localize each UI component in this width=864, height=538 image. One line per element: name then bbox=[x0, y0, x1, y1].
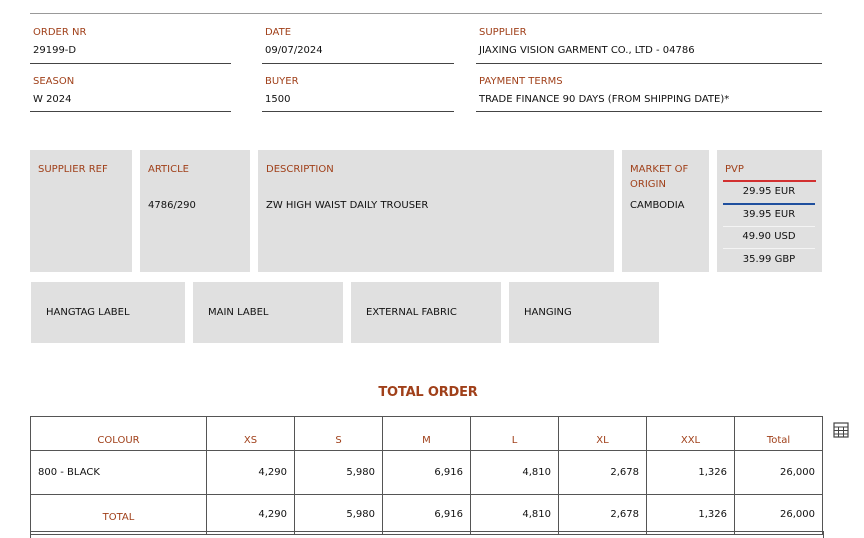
total-order-table: COLOUR XS S M L XL XXL Total 800 - BLACK… bbox=[30, 416, 823, 535]
row-xs-cell: 4,290 bbox=[206, 450, 295, 495]
total-m-cell: 6,916 bbox=[382, 494, 471, 535]
payment-terms-field: PAYMENT TERMS TRADE FINANCE 90 DAYS (FRO… bbox=[476, 62, 822, 112]
hanging-text: HANGING bbox=[524, 307, 572, 318]
season-value: W 2024 bbox=[33, 94, 72, 105]
description-box: DESCRIPTION ZW HIGH WAIST DAILY TROUSER bbox=[258, 150, 614, 272]
column-header-xxl: XXL bbox=[646, 416, 735, 451]
pvp-price-usd: 49.90 USD bbox=[723, 226, 815, 249]
row-m-cell: 6,916 bbox=[382, 450, 471, 495]
column-header-xs: XS bbox=[206, 416, 295, 451]
row-s-cell: 5,980 bbox=[294, 450, 383, 495]
pvp-price-gbp: 35.99 GBP bbox=[742, 254, 796, 265]
total-xl-cell: 2,678 bbox=[558, 494, 647, 535]
column-header-s: S bbox=[294, 416, 383, 451]
row-colour-cell: 800 - BLACK bbox=[30, 450, 207, 495]
date-value: 09/07/2024 bbox=[265, 45, 323, 56]
column-header-total: Total bbox=[734, 416, 823, 451]
table-row: 800 - BLACK 4,290 5,980 6,916 4,810 2,67… bbox=[30, 450, 823, 495]
article-box: ARTICLE 4786/290 bbox=[140, 150, 250, 272]
date-label: DATE bbox=[265, 27, 292, 38]
description-value: ZW HIGH WAIST DAILY TROUSER bbox=[266, 200, 429, 211]
order-nr-field: ORDER NR 29199-D bbox=[30, 13, 231, 64]
order-nr-label: ORDER NR bbox=[33, 27, 87, 38]
order-nr-value: 29199-D bbox=[33, 45, 77, 56]
payment-terms-label: PAYMENT TERMS bbox=[479, 76, 563, 87]
total-row: TOTAL 4,290 5,980 6,916 4,810 2,678 1,32… bbox=[30, 494, 823, 535]
payment-terms-value: TRADE FINANCE 90 DAYS (FROM SHIPPING DAT… bbox=[479, 94, 730, 105]
article-label: ARTICLE bbox=[148, 164, 189, 175]
season-label: SEASON bbox=[33, 76, 75, 87]
hangtag-label-text: HANGTAG LABEL bbox=[46, 307, 130, 318]
grid-table-icon[interactable] bbox=[832, 421, 850, 439]
column-header-colour: COLOUR bbox=[30, 416, 207, 451]
total-s-cell: 5,980 bbox=[294, 494, 383, 535]
description-label: DESCRIPTION bbox=[266, 164, 334, 175]
total-sum-cell: 26,000 bbox=[734, 494, 823, 535]
supplier-label: SUPPLIER bbox=[479, 27, 527, 38]
article-value: 4786/290 bbox=[148, 200, 196, 211]
supplier-ref-box: SUPPLIER REF bbox=[30, 150, 132, 272]
total-row-label: TOTAL bbox=[30, 494, 207, 535]
market-of-origin-value: CAMBODIA bbox=[630, 200, 685, 211]
main-label-text: MAIN LABEL bbox=[208, 307, 269, 318]
top-rule bbox=[30, 13, 822, 14]
row-total-cell: 26,000 bbox=[734, 450, 823, 495]
external-fabric-text: EXTERNAL FABRIC bbox=[366, 307, 457, 318]
total-l-cell: 4,810 bbox=[470, 494, 559, 535]
total-order-title: TOTAL ORDER bbox=[378, 385, 478, 400]
row-xl-cell: 2,678 bbox=[558, 450, 647, 495]
season-field: SEASON W 2024 bbox=[30, 62, 231, 112]
pvp-label: PVP bbox=[725, 164, 744, 175]
pvp-price-eur-2: 39.95 EUR bbox=[723, 204, 815, 227]
row-l-cell: 4,810 bbox=[470, 450, 559, 495]
row-xxl-cell: 1,326 bbox=[646, 450, 735, 495]
market-of-origin-label: MARKET OF ORIGIN bbox=[630, 164, 689, 190]
column-header-m: M bbox=[382, 416, 471, 451]
total-xs-cell: 4,290 bbox=[206, 494, 295, 535]
pvp-red-rule bbox=[723, 180, 816, 182]
supplier-field: SUPPLIER JIAXING VISION GARMENT CO., LTD… bbox=[476, 13, 822, 64]
supplier-value: JIAXING VISION GARMENT CO., LTD - 04786 bbox=[479, 45, 695, 56]
buyer-field: BUYER 1500 bbox=[262, 62, 454, 112]
main-label-chip: MAIN LABEL bbox=[193, 282, 343, 343]
buyer-value: 1500 bbox=[265, 94, 291, 105]
hangtag-label-chip: HANGTAG LABEL bbox=[31, 282, 185, 343]
buyer-label: BUYER bbox=[265, 76, 299, 87]
external-fabric-chip: EXTERNAL FABRIC bbox=[351, 282, 501, 343]
date-field: DATE 09/07/2024 bbox=[262, 13, 454, 64]
supplier-ref-label: SUPPLIER REF bbox=[38, 164, 108, 175]
hanging-chip: HANGING bbox=[509, 282, 659, 343]
column-header-l: L bbox=[470, 416, 559, 451]
column-header-xl: XL bbox=[558, 416, 647, 451]
pvp-price-eur-1: 29.95 EUR bbox=[723, 181, 815, 205]
total-xxl-cell: 1,326 bbox=[646, 494, 735, 535]
market-of-origin-box: MARKET OF ORIGIN CAMBODIA bbox=[622, 150, 709, 272]
pvp-box: PVP 29.95 EUR 39.95 EUR 49.90 USD 35.99 … bbox=[717, 150, 822, 272]
table-header-row: COLOUR XS S M L XL XXL Total bbox=[30, 416, 823, 451]
